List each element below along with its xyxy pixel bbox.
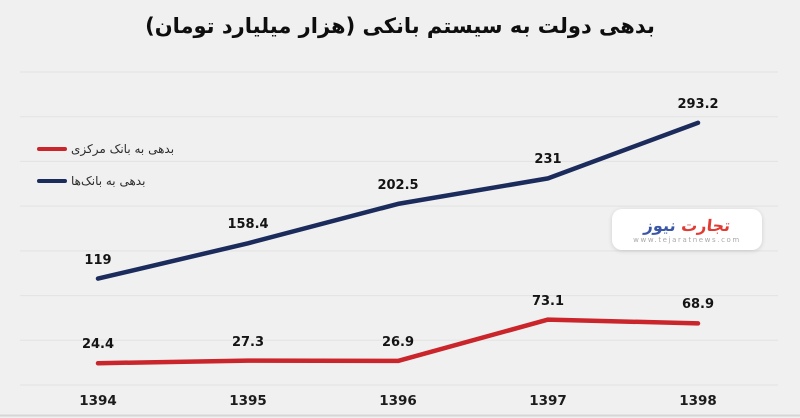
brand-website-url: www.tejaratnews.com [633, 235, 741, 244]
legend-swatch-navy-line-icon [37, 179, 67, 183]
data-label: 27.3 [231, 334, 265, 350]
legend: بدهی به بانک مرکزی بدهی به بانک‌ها [37, 139, 174, 203]
x-axis-label: 1395 [229, 393, 267, 409]
legend-item-banks-debt[interactable]: بدهی به بانک‌ها [37, 171, 174, 191]
brand-word-news: نیوز [642, 215, 677, 235]
data-label: 24.4 [81, 337, 115, 353]
x-axis-label: 1397 [529, 393, 567, 409]
data-label: 68.9 [681, 297, 715, 313]
brand-wordmark: تجارت نیوز [642, 215, 732, 235]
chart-title: بدهی دولت به سیستم بانکی (هزار میلیارد ت… [145, 14, 655, 38]
data-label: 119 [84, 252, 112, 268]
legend-label: بدهی به بانک‌ها [71, 174, 146, 188]
brand-word-tejarat: تجارت [680, 215, 732, 235]
data-label: 158.4 [227, 217, 269, 233]
data-label: 73.1 [531, 293, 565, 309]
series-line-0[interactable] [95, 317, 701, 366]
data-label: 231 [534, 152, 562, 168]
data-label: 26.9 [381, 334, 415, 350]
x-axis-label: 1396 [379, 393, 417, 409]
tejaratnews-watermark-logo: تجارت نیوز www.tejaratnews.com [612, 209, 762, 250]
series-line-1[interactable] [95, 120, 701, 281]
x-axis-label: 1398 [679, 393, 717, 409]
legend-item-central-bank-debt[interactable]: بدهی به بانک مرکزی [37, 139, 174, 159]
data-label: 202.5 [377, 177, 419, 193]
x-axis-label: 1394 [79, 393, 117, 409]
data-label: 293.2 [677, 96, 719, 112]
legend-swatch-red-line-icon [37, 147, 67, 151]
legend-label: بدهی به بانک مرکزی [71, 142, 175, 156]
